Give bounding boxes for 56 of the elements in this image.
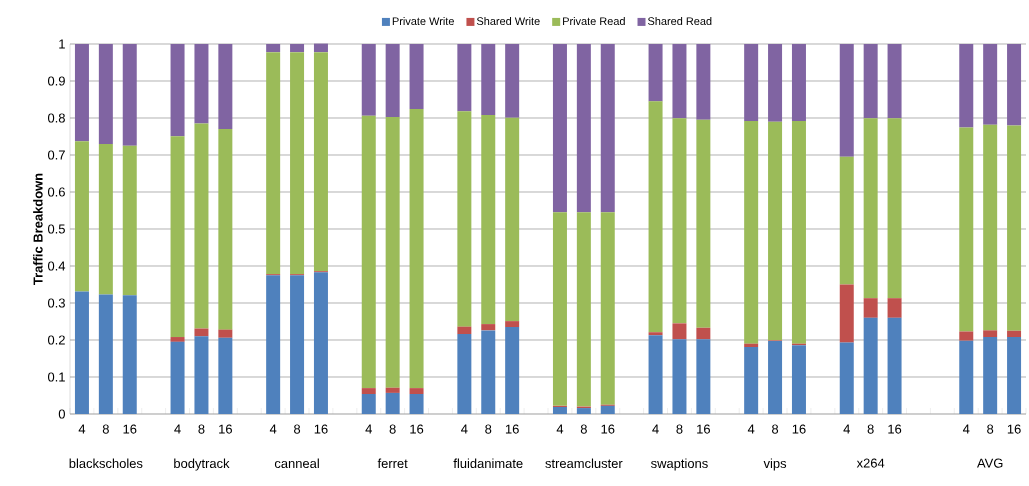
y-tick-label: 0.2 — [47, 335, 65, 345]
text: fluidanimate — [453, 458, 523, 469]
y-axis-title: Traffic Breakdown — [33, 173, 43, 285]
x-tick-label: 8 — [294, 424, 301, 434]
text: vips — [763, 458, 787, 471]
y-tick-label: 0.4 — [47, 261, 66, 271]
y-tick-label: 0.3 — [47, 298, 65, 308]
x-tick-label: 4 — [843, 424, 850, 434]
x-tick-label: 4 — [652, 424, 659, 434]
x-tick-label: 8 — [867, 424, 874, 434]
x-tick-label: 16 — [792, 424, 806, 434]
x-tick-label: 16 — [1007, 424, 1021, 434]
x-tick-label: 8 — [102, 424, 109, 434]
x-tick-label: 16 — [505, 424, 519, 434]
x-tick-label: 4 — [78, 424, 86, 434]
x-tick-label: 8 — [676, 424, 683, 434]
x-tick-label: 4 — [174, 424, 181, 434]
text: swaptions — [651, 458, 708, 471]
x-tick-label: 4 — [556, 424, 564, 434]
y-tick-label: 0.6 — [47, 187, 65, 197]
text: blackscholes — [69, 458, 143, 469]
text: canneal — [274, 458, 319, 469]
x-tick-label: 16 — [219, 424, 232, 434]
x-tick-label: 16 — [123, 424, 137, 434]
x-tick-label: 8 — [198, 424, 205, 434]
x-tick-label: 4 — [269, 424, 277, 434]
y-tick-label: 0.9 — [47, 76, 65, 86]
x-tick-label: 16 — [888, 424, 902, 434]
x-tick-label: 16 — [410, 424, 424, 434]
x-tick-label: 4 — [365, 424, 372, 434]
text: x264 — [856, 458, 885, 468]
x-tick-label: 8 — [987, 424, 994, 434]
x-tick-label: 16 — [314, 424, 328, 434]
text: ferret — [377, 458, 408, 469]
legend-label: Private Read — [563, 16, 625, 26]
legend-label: Shared Read — [648, 16, 712, 26]
text: bodytrack — [174, 458, 230, 471]
x-tick-label: 4 — [461, 424, 468, 434]
y-tick-label: 0.1 — [47, 372, 65, 382]
text: AVG — [977, 458, 1003, 468]
x-tick-label: 8 — [772, 424, 779, 434]
legend-label: Private Write — [392, 16, 454, 26]
y-tick-label: 0.7 — [47, 150, 65, 160]
y-tick-label: 0 — [58, 409, 65, 419]
x-tick-label: 8 — [389, 424, 396, 434]
legend-label: Shared Write — [476, 16, 540, 26]
text: streamcluster — [545, 458, 623, 469]
x-tick-label: 8 — [580, 424, 587, 434]
y-tick-label: 1 — [59, 39, 65, 49]
x-tick-label: 16 — [697, 424, 710, 434]
y-tick-label: 0.5 — [47, 224, 65, 234]
x-tick-label: 4 — [962, 424, 970, 434]
x-tick-label: 4 — [747, 424, 755, 434]
x-tick-label: 16 — [601, 424, 615, 434]
y-tick-label: 0.8 — [47, 113, 65, 123]
x-tick-label: 8 — [485, 424, 492, 434]
